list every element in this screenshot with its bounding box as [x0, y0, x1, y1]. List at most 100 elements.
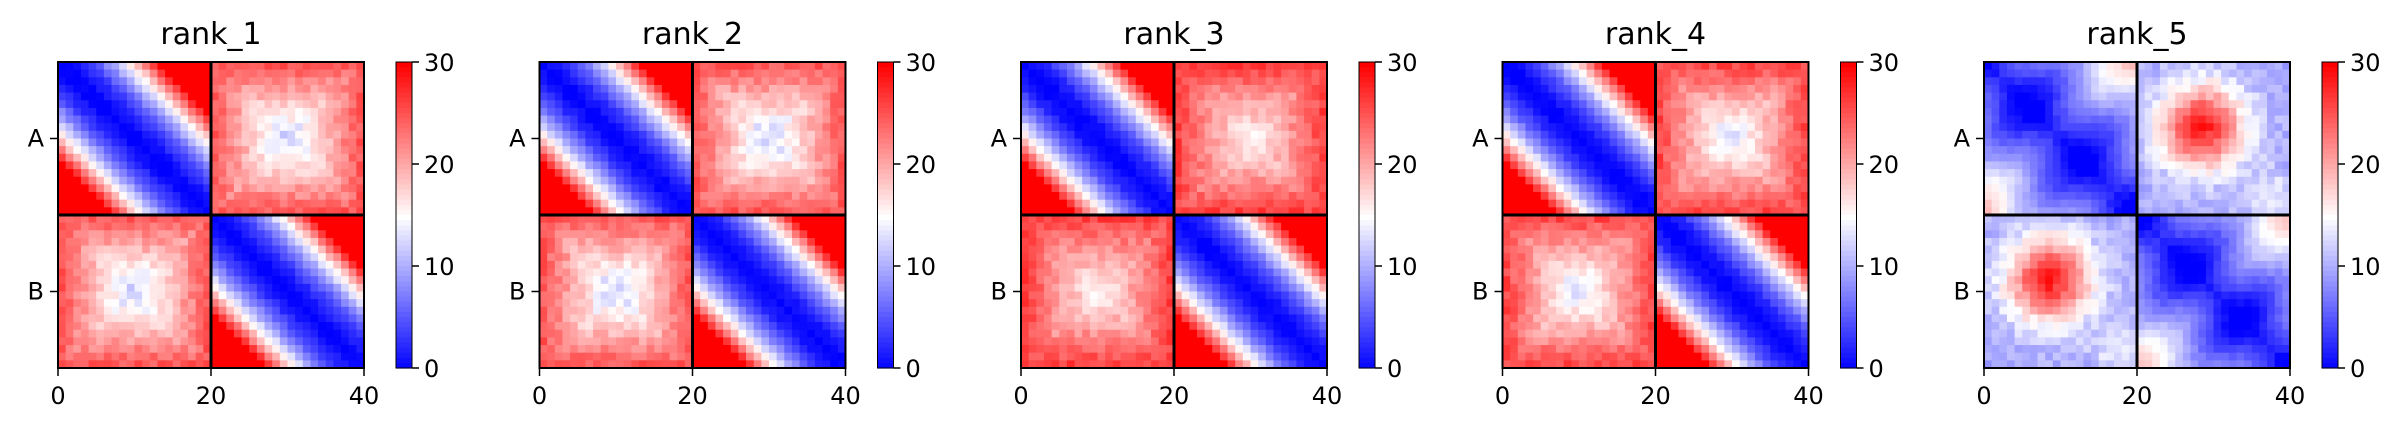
heatmap-cell: [661, 92, 671, 101]
heatmap-cell: [1296, 268, 1305, 277]
heatmap-cell: [585, 314, 594, 323]
heatmap-cell: [554, 176, 564, 185]
heatmap-cell: [837, 237, 847, 247]
heatmap-cell: [661, 345, 671, 354]
heatmap-cell: [279, 176, 289, 185]
heatmap-cell: [272, 123, 281, 132]
heatmap-cell: [1296, 299, 1305, 308]
colorbar-segment: [877, 347, 894, 354]
heatmap-cell: [58, 215, 67, 224]
heatmap-cell: [1304, 237, 1313, 247]
heatmap-cell: [677, 306, 686, 316]
heatmap-cell: [1196, 360, 1206, 369]
heatmap-cell: [562, 352, 571, 361]
heatmap-cell: [1196, 215, 1206, 224]
heatmap-cell: [65, 153, 74, 163]
heatmap-cell: [295, 360, 304, 369]
heatmap-cell: [769, 161, 778, 170]
heatmap-cell: [791, 345, 801, 354]
heatmap-cell: [80, 299, 90, 308]
heatmap-cell: [707, 161, 717, 170]
heatmap-cell: [1059, 268, 1068, 277]
heatmap-cell: [310, 345, 319, 354]
heatmap-cell: [188, 352, 197, 361]
heatmap-cell: [631, 100, 640, 109]
heatmap-cell: [65, 352, 74, 361]
heatmap-cell: [1151, 329, 1160, 338]
colorbar-segment: [877, 317, 894, 323]
heatmap-cell: [1181, 77, 1190, 86]
heatmap-cell: [341, 276, 350, 285]
heatmap-cell: [1151, 222, 1160, 231]
heatmap-cell: [1128, 176, 1137, 185]
heatmap-cell: [562, 291, 571, 300]
heatmap-cell: [1097, 192, 1106, 201]
heatmap-cell: [1043, 100, 1053, 109]
heatmap-cell: [1089, 107, 1099, 117]
heatmap-cell: [1265, 268, 1275, 277]
heatmap-cell: [1089, 138, 1099, 147]
heatmap-cell: [1204, 215, 1213, 224]
heatmap-cell: [1097, 352, 1106, 361]
heatmap-cell: [264, 199, 273, 208]
heatmap-cell: [1212, 77, 1221, 86]
heatmap-cell: [684, 199, 694, 208]
heatmap-cell: [707, 230, 717, 239]
heatmap-cell: [1250, 337, 1259, 346]
heatmap-cell: [279, 169, 289, 178]
heatmap-cell: [134, 352, 143, 361]
heatmap-cell: [1235, 260, 1244, 270]
heatmap-cell: [80, 176, 90, 185]
heatmap-cell: [1319, 192, 1328, 201]
colorbar-tick-label: 20: [906, 151, 937, 179]
heatmap-cell: [356, 215, 365, 224]
heatmap-cell: [807, 92, 816, 101]
heatmap-cell: [830, 276, 839, 285]
heatmap-cell: [661, 199, 671, 208]
heatmap-cell: [96, 352, 105, 361]
heatmap-cell: [341, 107, 350, 117]
heatmap-cell: [600, 169, 609, 178]
heatmap-cell: [58, 329, 67, 338]
heatmap-cell: [1250, 299, 1259, 308]
heatmap-cell: [1196, 69, 1206, 78]
heatmap-cell: [325, 92, 334, 101]
heatmap-cell: [807, 283, 816, 293]
heatmap-cell: [684, 77, 694, 86]
heatmap-cell: [88, 230, 97, 239]
heatmap-cell: [807, 153, 816, 163]
colorbar-segment: [396, 97, 412, 104]
heatmap-cell: [103, 100, 113, 109]
heatmap-cell: [1082, 184, 1091, 193]
heatmap-cell: [218, 123, 227, 132]
heatmap-cell: [608, 322, 617, 331]
heatmap-cell: [638, 352, 648, 361]
heatmap-cell: [1089, 123, 1099, 132]
heatmap-cell: [1143, 306, 1152, 316]
heatmap-cells: [1021, 62, 1328, 369]
heatmap-cell: [249, 253, 258, 262]
heatmap-cell: [654, 199, 663, 208]
heatmap-cell: [295, 199, 304, 208]
heatmap-cell: [1288, 184, 1297, 193]
heatmap-cell: [226, 123, 235, 132]
heatmap-cell: [1112, 260, 1122, 270]
heatmap-cell: [287, 169, 296, 178]
heatmap-cell: [791, 123, 801, 132]
heatmap-cell: [776, 115, 785, 124]
heatmap-cell: [149, 337, 159, 346]
heatmap-cell: [356, 107, 365, 117]
heatmap-cell: [684, 276, 694, 285]
heatmap-cell: [211, 283, 220, 293]
heatmap-cell: [356, 138, 365, 147]
heatmap-cell: [1235, 184, 1244, 193]
heatmap-cell: [356, 237, 365, 247]
heatmap-cell: [1089, 360, 1099, 369]
heatmap-cell: [1319, 345, 1328, 354]
heatmap-cell: [1189, 260, 1198, 270]
heatmap-cell: [149, 62, 159, 71]
heatmap-cell: [1281, 253, 1290, 262]
heatmap-cell: [776, 77, 785, 86]
heatmap-cell: [1036, 360, 1045, 369]
colorbar-segment: [877, 311, 894, 318]
